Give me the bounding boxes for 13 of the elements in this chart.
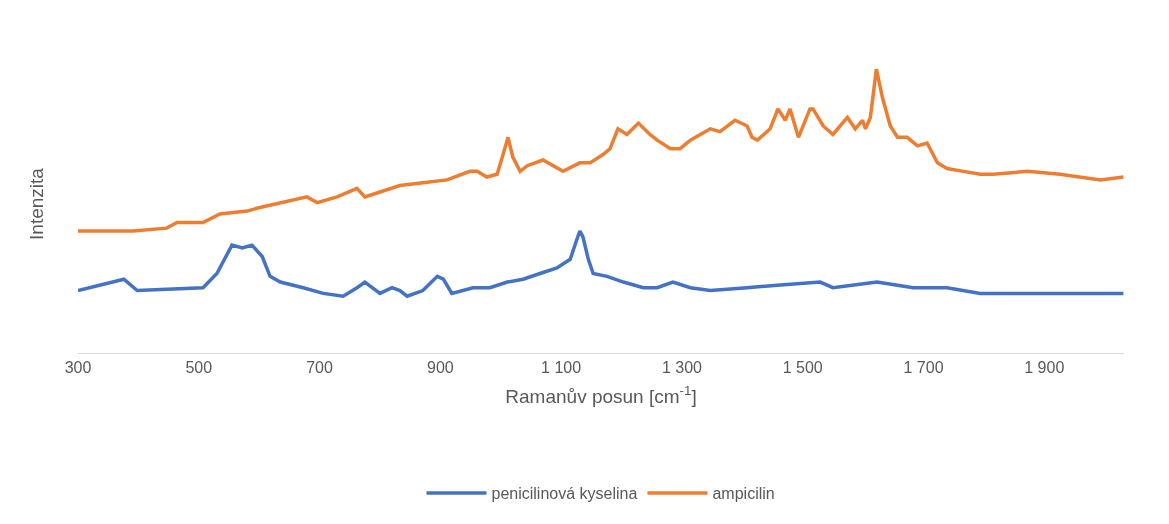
x-tick-label: 300 [64, 359, 92, 377]
x-tick-label: 700 [306, 359, 334, 377]
x-tick-label: 1 900 [1024, 359, 1065, 377]
y-axis-title: Intenzita [25, 167, 47, 240]
x-tick-label: 1 300 [661, 359, 703, 377]
x-tick-label: 500 [185, 359, 213, 377]
legend-label: penicilinová kyselina [491, 485, 638, 503]
x-tick-label: 900 [427, 359, 454, 377]
x-axis-title: Ramanův posun [cm$^{-1}$] [505, 383, 697, 408]
x-tick-label: 1 700 [903, 359, 944, 377]
x-tick-label: 1 500 [782, 359, 823, 377]
legend-label: ampicilin [712, 485, 775, 503]
x-tick-label: 1 100 [541, 359, 582, 377]
